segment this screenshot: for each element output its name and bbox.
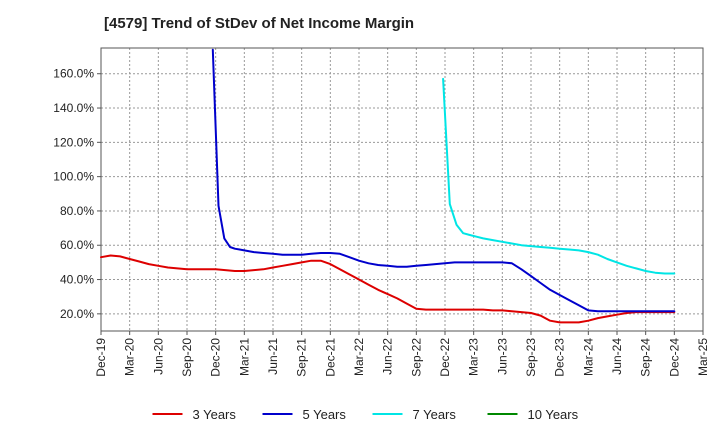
x-tick-label: Jun-23 <box>495 338 509 375</box>
x-tick-label: Jun-20 <box>151 338 165 375</box>
y-tick-label: 80.0% <box>60 204 94 218</box>
x-tick-label: Mar-24 <box>581 338 595 376</box>
y-tick-label: 140.0% <box>53 101 94 115</box>
x-tick-label: Sep-22 <box>409 338 423 377</box>
series-line-3-years <box>100 254 676 324</box>
legend: 3 Years 5 Years 7 Years 10 Years <box>152 407 579 422</box>
x-tick-label: Dec-22 <box>438 338 452 377</box>
y-tick-label: 40.0% <box>60 273 94 287</box>
x-tick-label: Dec-23 <box>553 338 567 377</box>
legend-label-3-years: 3 Years <box>193 407 237 422</box>
x-tick-label: Dec-19 <box>94 338 108 377</box>
x-tick-label: Mar-25 <box>696 338 710 376</box>
y-tick-label: 120.0% <box>53 135 94 149</box>
series-lines <box>100 48 676 324</box>
x-tick-label: Mar-23 <box>467 338 481 376</box>
y-tick-label: 20.0% <box>60 307 94 321</box>
x-tick-label: Dec-24 <box>667 338 681 377</box>
x-tick-label: Jun-21 <box>266 338 280 375</box>
legend-label-10-years: 10 Years <box>528 407 579 422</box>
chart-title: [4579] Trend of StDev of Net Income Marg… <box>104 15 415 32</box>
x-tick-label: Mar-22 <box>352 338 366 376</box>
x-tick-label: Dec-20 <box>209 338 223 377</box>
legend-label-5-years: 5 Years <box>303 407 347 422</box>
x-tick-label: Dec-21 <box>323 338 337 377</box>
y-tick-label: 160.0% <box>53 67 94 81</box>
x-tick-label: Jun-24 <box>610 338 624 375</box>
x-tick-label: Mar-21 <box>237 338 251 376</box>
legend-label-7-years: 7 Years <box>413 407 457 422</box>
series-line-5-years <box>211 48 676 313</box>
grid <box>100 48 704 331</box>
x-tick-label: Sep-23 <box>524 338 538 377</box>
x-tick-label: Mar-20 <box>123 338 137 376</box>
axes: 20.0% 40.0% 60.0% 80.0% 100.0% 120.0% 140.0% 16… <box>53 47 710 377</box>
y-tick-label: 100.0% <box>53 170 94 184</box>
x-tick-label: Sep-21 <box>295 338 309 377</box>
x-tick-label: Jun-22 <box>381 338 395 375</box>
x-tick-label: Sep-20 <box>180 338 194 377</box>
x-tick-label: Sep-24 <box>639 338 653 377</box>
series-line-7-years <box>442 77 676 275</box>
y-tick-label: 60.0% <box>60 238 94 252</box>
plot-area-border <box>100 47 704 332</box>
